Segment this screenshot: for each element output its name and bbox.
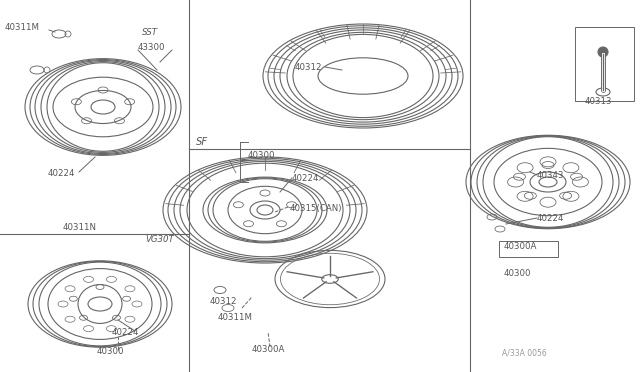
Text: 40300A: 40300A [252,345,285,354]
Text: VG30T: VG30T [145,235,173,244]
Text: 40300: 40300 [504,269,531,278]
Text: 40300: 40300 [97,347,125,356]
Text: SST: SST [142,28,158,37]
Text: 40315(CAN): 40315(CAN) [290,204,342,213]
Text: 40343: 40343 [537,171,564,180]
Text: 40311N: 40311N [63,223,97,232]
Text: SF: SF [196,137,208,147]
Text: A/33A 0056: A/33A 0056 [502,349,547,358]
Text: 40224: 40224 [48,169,76,178]
Text: 40224: 40224 [112,328,140,337]
Text: 40311M: 40311M [5,23,40,32]
Text: 40311M: 40311M [218,313,253,322]
Ellipse shape [598,47,608,57]
Text: 43300: 43300 [138,43,166,52]
Text: 40312: 40312 [295,63,323,72]
Text: 40224: 40224 [537,214,564,223]
Text: 40312: 40312 [210,297,237,306]
Text: 40300: 40300 [248,151,275,160]
Text: 40313: 40313 [585,97,612,106]
Text: 40224: 40224 [292,174,319,183]
Text: 40300A: 40300A [504,242,538,251]
